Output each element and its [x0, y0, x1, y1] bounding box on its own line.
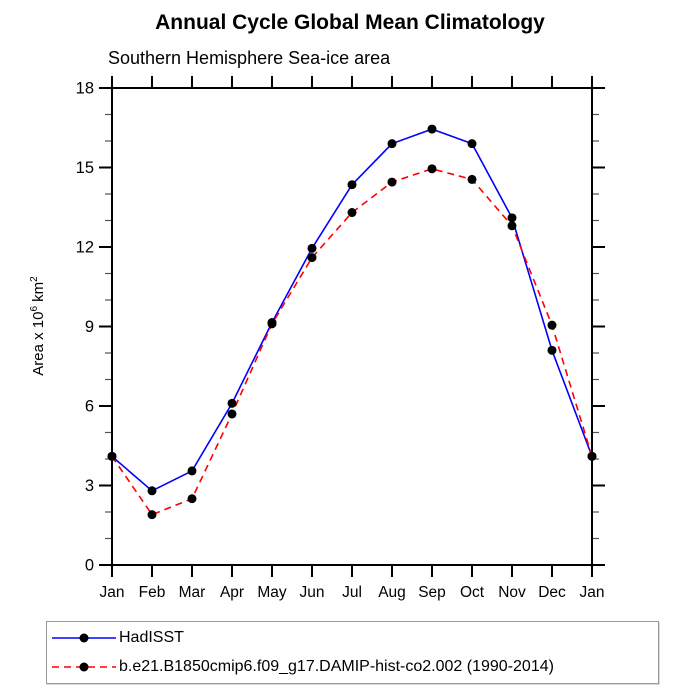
svg-text:Aug: Aug — [378, 584, 406, 601]
svg-text:12: 12 — [76, 239, 94, 257]
svg-text:Jun: Jun — [300, 584, 325, 601]
svg-text:9: 9 — [85, 318, 94, 336]
chart-title: Annual Cycle Global Mean Climatology — [155, 11, 545, 34]
svg-text:Feb: Feb — [139, 584, 166, 601]
svg-text:15: 15 — [76, 159, 94, 177]
svg-text:Jul: Jul — [342, 584, 362, 601]
svg-text:0: 0 — [85, 557, 94, 575]
svg-text:Oct: Oct — [460, 584, 485, 601]
legend-label-hadisst: HadISST — [119, 629, 184, 646]
chart-subtitle: Southern Hemisphere Sea-ice area — [108, 48, 391, 68]
svg-text:Nov: Nov — [498, 584, 526, 601]
plot-area: 0 3 6 9 12 15 18 Jan Feb Mar Apr May Jun Jul Aug Sep Oct… — [76, 76, 605, 601]
svg-text:May: May — [257, 584, 287, 601]
legend-line-sample-dashed-icon — [52, 662, 116, 672]
legend-item-model: b.e21.B1850cmip6.f09_g17.DAMIP-hist-co2.… — [47, 653, 658, 682]
legend-label-model: b.e21.B1850cmip6.f09_g17.DAMIP-hist-co2.… — [119, 658, 554, 675]
svg-text:6: 6 — [85, 398, 94, 416]
legend-line-sample-solid-icon — [52, 633, 116, 643]
svg-text:Dec: Dec — [538, 584, 566, 601]
legend: HadISST b.e21.B1850cmip6.f09_g17.DAMIP-h… — [46, 621, 659, 684]
svg-text:Mar: Mar — [179, 584, 206, 601]
svg-text:Apr: Apr — [220, 584, 244, 601]
legend-item-hadisst: HadISST — [47, 624, 658, 653]
svg-text:Sep: Sep — [418, 584, 446, 601]
svg-text:3: 3 — [85, 477, 94, 495]
svg-text:Jan: Jan — [580, 584, 605, 601]
svg-text:Jan: Jan — [100, 584, 125, 601]
svg-text:18: 18 — [76, 80, 94, 98]
